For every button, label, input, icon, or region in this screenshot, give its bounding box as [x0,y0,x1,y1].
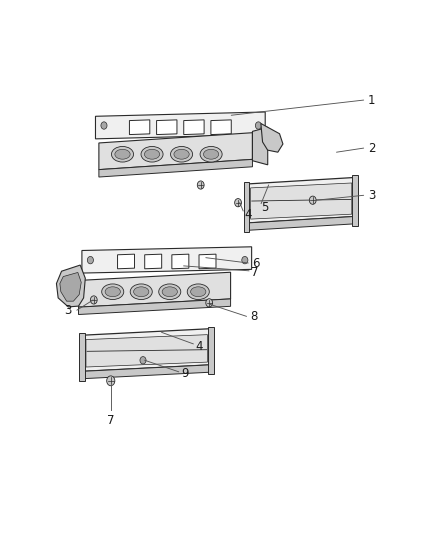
Circle shape [242,256,248,264]
Circle shape [197,181,204,189]
Text: 2: 2 [368,142,375,155]
Polygon shape [156,120,177,134]
Ellipse shape [170,147,193,162]
Polygon shape [99,133,252,169]
Polygon shape [261,124,283,152]
Polygon shape [82,365,211,379]
Polygon shape [117,254,134,269]
Circle shape [255,122,261,129]
Ellipse shape [141,147,163,162]
Circle shape [235,199,241,207]
Polygon shape [244,182,249,232]
Polygon shape [130,120,150,134]
Text: 8: 8 [251,310,258,323]
Polygon shape [145,254,162,269]
Text: 7: 7 [107,414,114,426]
Polygon shape [208,327,214,374]
Polygon shape [172,254,189,269]
Ellipse shape [191,287,206,297]
Polygon shape [82,329,211,372]
Polygon shape [99,159,252,177]
Polygon shape [252,127,268,165]
Polygon shape [60,272,81,301]
Ellipse shape [159,284,181,300]
Polygon shape [79,334,85,381]
Ellipse shape [200,147,222,162]
Ellipse shape [204,149,219,159]
Ellipse shape [174,149,189,159]
Circle shape [90,296,97,304]
Text: 7: 7 [251,266,258,279]
Polygon shape [353,175,358,226]
Text: 4: 4 [245,208,252,222]
Ellipse shape [134,287,149,297]
Text: 6: 6 [252,256,260,270]
Text: 1: 1 [368,94,375,107]
Ellipse shape [102,284,124,300]
Polygon shape [211,120,231,134]
Text: 5: 5 [261,201,268,214]
Circle shape [101,122,107,129]
Ellipse shape [187,284,209,300]
Text: 3: 3 [64,304,72,317]
Polygon shape [199,254,216,269]
Ellipse shape [162,287,177,297]
Circle shape [107,376,115,386]
Circle shape [206,298,212,307]
Ellipse shape [105,287,120,297]
Polygon shape [184,120,204,134]
Polygon shape [95,112,265,139]
Ellipse shape [130,284,152,300]
Polygon shape [247,177,355,223]
Polygon shape [251,183,352,219]
Circle shape [140,357,146,364]
Ellipse shape [112,147,134,162]
Polygon shape [247,216,355,230]
Polygon shape [78,272,230,307]
Ellipse shape [145,149,160,159]
Circle shape [87,256,93,264]
Circle shape [309,196,316,204]
Text: 3: 3 [368,189,375,202]
Text: 9: 9 [181,367,188,381]
Polygon shape [78,299,230,314]
Text: 4: 4 [196,340,203,353]
Polygon shape [86,335,208,367]
Ellipse shape [115,149,130,159]
Polygon shape [57,265,85,307]
Polygon shape [82,247,251,273]
